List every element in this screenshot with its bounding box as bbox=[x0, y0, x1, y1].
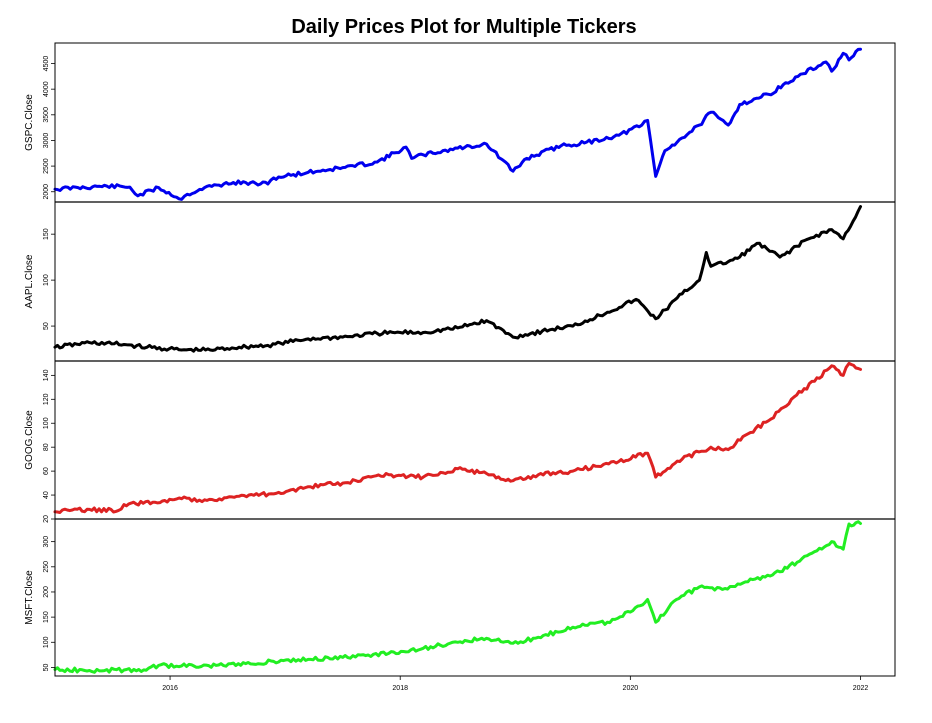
y-tick-label: 100 bbox=[43, 274, 50, 286]
chart-title: Daily Prices Plot for Multiple Tickers bbox=[291, 16, 636, 38]
panel-aapl-close: 50 100 150 AAPL.Close bbox=[24, 201, 895, 353]
y-tick-label: 100 bbox=[43, 417, 50, 429]
y-tick-label: 40 bbox=[43, 491, 50, 499]
x-tick-label: 2018 bbox=[392, 685, 408, 692]
y-tick-label: 100 bbox=[43, 636, 50, 648]
y-tick-label: 20 bbox=[43, 515, 50, 523]
y-axis-label: GOOG.Close bbox=[24, 410, 35, 470]
y-tick-label: 250 bbox=[43, 561, 50, 573]
series-line bbox=[53, 520, 862, 674]
y-tick-label: 150 bbox=[43, 228, 50, 240]
y-tick-label: 2500 bbox=[43, 158, 50, 174]
y-tick-label: 150 bbox=[43, 611, 50, 623]
series-line bbox=[53, 47, 862, 201]
y-tick-label: 3000 bbox=[43, 133, 50, 149]
y-tick-label: 60 bbox=[43, 467, 50, 475]
series-line bbox=[53, 205, 862, 353]
plot-frame bbox=[54, 42, 896, 677]
panel-gspc-close: 2000 2500 3000 3500 4000 4500 GSPC.Close bbox=[24, 47, 862, 201]
y-tick-label: 80 bbox=[43, 443, 50, 451]
panels: 2000 2500 3000 3500 4000 4500 GSPC.Close 50 100 1… bbox=[24, 47, 895, 674]
y-tick-label: 200 bbox=[43, 586, 50, 598]
y-tick-label: 4500 bbox=[43, 56, 50, 72]
x-axis: 2016 2018 2020 2022 bbox=[162, 676, 868, 692]
panel-goog-close: 20 40 60 80 100 120 140 GOOG.Close bbox=[24, 360, 895, 523]
y-tick-label: 50 bbox=[43, 663, 50, 671]
x-tick-label: 2016 bbox=[162, 685, 178, 692]
x-tick-label: 2020 bbox=[623, 685, 639, 692]
y-axis-label: GSPC.Close bbox=[24, 94, 35, 151]
y-tick-label: 50 bbox=[43, 322, 50, 330]
y-axis-label: AAPL.Close bbox=[24, 254, 35, 308]
y-tick-label: 120 bbox=[43, 393, 50, 405]
panel-msft-close: 50 100 150 200 250 300 MSFT.Close bbox=[24, 518, 895, 674]
series-line bbox=[53, 361, 862, 514]
x-tick-label: 2022 bbox=[853, 685, 869, 692]
y-tick-label: 3500 bbox=[43, 107, 50, 123]
y-tick-label: 2000 bbox=[43, 184, 50, 200]
y-tick-label: 140 bbox=[43, 369, 50, 381]
y-tick-label: 300 bbox=[43, 536, 50, 548]
y-axis-label: MSFT.Close bbox=[24, 570, 35, 625]
y-tick-label: 4000 bbox=[43, 81, 50, 97]
